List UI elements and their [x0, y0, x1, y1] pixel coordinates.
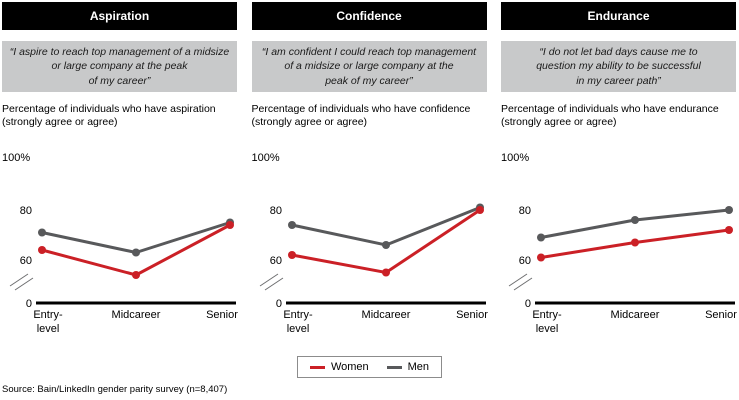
- data-point-women: [38, 246, 46, 255]
- line-chart-confidence: 80 60 0 Entry-level Midcareer Senior: [252, 191, 488, 343]
- panel-title-aspiration: Aspiration: [2, 2, 237, 30]
- data-point-women: [631, 238, 639, 247]
- panel-aspiration: Aspiration “I aspire to reach top manage…: [2, 2, 238, 343]
- panel-title-confidence: Confidence: [251, 2, 487, 30]
- quote-box-aspiration: “I aspire to reach top management of a m…: [2, 41, 237, 92]
- quote-box-confidence: “I am confident I could reach top manage…: [251, 41, 487, 92]
- x-category-label: Midcareer: [611, 309, 660, 321]
- x-category-label: Senior: [206, 309, 238, 321]
- data-point-men: [725, 206, 733, 215]
- desc-line: Percentage of individuals who have confi…: [251, 103, 471, 115]
- x-category-label: level: [536, 323, 559, 335]
- quote-line: “I am confident I could reach top manage…: [261, 45, 477, 58]
- y-tick-label: 0: [525, 298, 531, 310]
- legend-swatch-women: [309, 365, 325, 369]
- chart-description-confidence: Percentage of individuals who have confi…: [252, 103, 487, 129]
- axis-break-mark: [14, 277, 34, 291]
- chart-legend: Women Men: [296, 356, 443, 378]
- axis-break-mark: [259, 273, 278, 287]
- desc-line: Percentage of individuals who have endur…: [501, 103, 719, 115]
- desc-line: (strongly agree or agree): [2, 116, 118, 129]
- data-point-women: [475, 206, 484, 215]
- legend-label: Men: [407, 361, 430, 373]
- axis-break-mark: [9, 273, 29, 287]
- x-category-label: level: [286, 323, 309, 335]
- x-category-label: Senior: [456, 309, 488, 321]
- x-category-label: Entry-: [33, 309, 63, 321]
- line-chart-endurance: 80 60 0 Entry-level Midcareer Senior: [501, 191, 737, 343]
- x-category-label: Entry-: [283, 309, 313, 321]
- x-category-label: Midcareer: [361, 309, 410, 321]
- y-tick-label: 60: [519, 255, 531, 267]
- x-category-label: level: [37, 323, 60, 335]
- quote-line: “I aspire to reach top management of a m…: [9, 45, 230, 58]
- quote-line: of my career”: [88, 74, 151, 87]
- data-point-women: [725, 226, 733, 235]
- data-point-women: [226, 221, 234, 230]
- source-note: Source: Bain/LinkedIn gender parity surv…: [2, 384, 228, 395]
- panel-title-endurance: Endurance: [501, 2, 736, 30]
- quote-line: “I do not let bad days cause me to: [539, 45, 698, 58]
- x-category-label: Senior: [705, 309, 737, 321]
- y-axis-unit-label: 100%: [251, 152, 280, 165]
- data-point-women: [287, 251, 296, 260]
- data-point-men: [287, 221, 296, 230]
- quote-line: question my ability to be successful: [536, 60, 701, 73]
- quote-line: or large company at the peak: [51, 60, 188, 73]
- quote-line: peak of my career”: [325, 74, 413, 87]
- axis-break-mark: [513, 277, 533, 291]
- data-point-men: [381, 241, 390, 250]
- x-category-label: Entry-: [532, 309, 562, 321]
- desc-line: Percentage of individuals who have aspir…: [2, 103, 216, 115]
- y-tick-label: 60: [269, 255, 281, 267]
- y-tick-label: 0: [275, 298, 281, 310]
- panel-confidence: Confidence “I am confident I could reach…: [251, 2, 488, 343]
- data-point-women: [537, 253, 545, 262]
- legend-row: Women Men: [0, 356, 739, 378]
- legend-swatch-men: [386, 365, 402, 369]
- y-axis-unit-label: 100%: [501, 152, 530, 165]
- data-point-men: [631, 216, 639, 225]
- y-axis-unit-label: 100%: [2, 152, 31, 165]
- y-tick-label: 80: [519, 205, 531, 217]
- data-point-women: [381, 268, 390, 277]
- y-tick-label: 80: [269, 205, 281, 217]
- chart-description-aspiration: Percentage of individuals who have aspir…: [2, 103, 237, 129]
- y-tick-label: 80: [20, 205, 32, 217]
- quote-box-endurance: “I do not let bad days cause me to quest…: [501, 41, 736, 92]
- panel-endurance: Endurance “I do not let bad days cause m…: [501, 2, 737, 343]
- quote-line: in my career path”: [576, 74, 661, 87]
- desc-line: (strongly agree or agree): [251, 116, 368, 129]
- desc-line: (strongly agree or agree): [501, 116, 617, 129]
- data-point-women: [132, 271, 140, 280]
- legend-item-men: Men: [386, 361, 430, 373]
- axis-break-mark: [508, 273, 528, 287]
- data-point-men: [38, 228, 46, 237]
- legend-label: Women: [330, 361, 369, 373]
- line-chart-aspiration: 80 60 0 Entry-level Midcareer Senior: [2, 191, 238, 343]
- x-category-label: Midcareer: [112, 309, 161, 321]
- data-point-men: [537, 233, 545, 242]
- axis-break-mark: [264, 277, 283, 291]
- chart-description-endurance: Percentage of individuals who have endur…: [501, 103, 736, 129]
- quote-line: of a midsize or large company at the: [284, 60, 454, 73]
- data-point-men: [132, 248, 140, 257]
- y-tick-label: 0: [26, 298, 32, 310]
- legend-item-women: Women: [309, 361, 369, 373]
- panel-row: Aspiration “I aspire to reach top manage…: [2, 2, 737, 343]
- y-tick-label: 60: [20, 255, 32, 267]
- series-line-men: [290, 206, 481, 247]
- series-line-men: [40, 221, 232, 255]
